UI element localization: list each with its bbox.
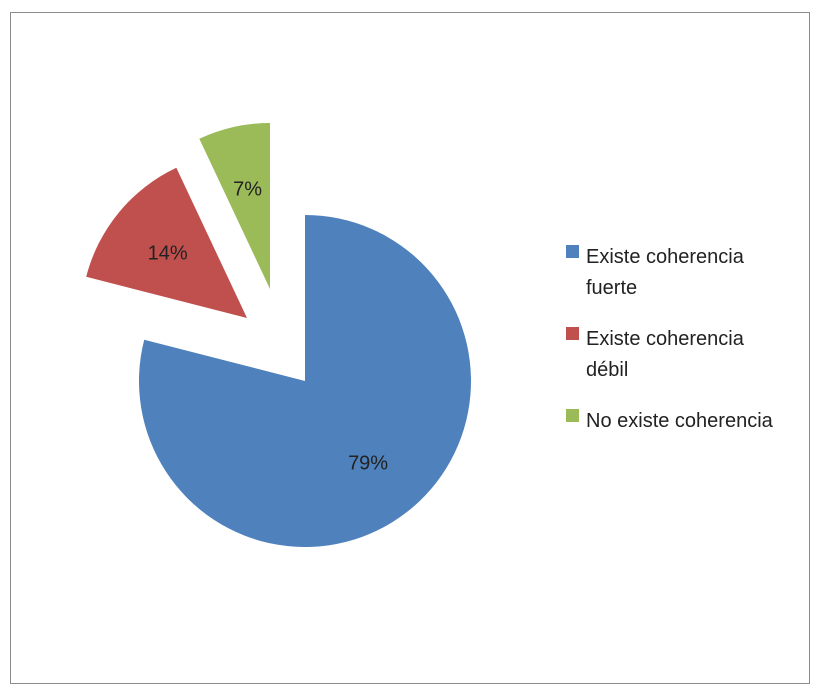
data-label-existe-coherencia-debil: 14% bbox=[148, 242, 188, 264]
pie-slice-existe-coherencia-fuerte bbox=[138, 215, 471, 547]
legend-swatch-existe-coherencia-debil bbox=[566, 327, 579, 340]
pie-slice-existe-coherencia-debil bbox=[86, 167, 247, 318]
legend-label-existe-coherencia-debil: Existe coherencia bbox=[586, 328, 745, 350]
data-label-no-existe-coherencia: 7% bbox=[233, 179, 262, 201]
pie-data-labels: 79% 14% 7% bbox=[148, 179, 389, 475]
legend-label-no-existe-coherencia: No existe coherencia bbox=[586, 410, 774, 432]
pie-slice-no-existe-coherencia bbox=[199, 123, 270, 289]
legend-swatch-no-existe-coherencia bbox=[566, 409, 579, 422]
legend-label-existe-coherencia-fuerte: Existe coherencia bbox=[586, 246, 745, 268]
data-label-existe-coherencia-fuerte: 79% bbox=[348, 452, 388, 474]
pie-slices bbox=[86, 123, 471, 547]
legend-item-existe-coherencia-fuerte: Existe coherencia fuerte bbox=[566, 245, 745, 299]
legend-item-existe-coherencia-debil: Existe coherencia débil bbox=[566, 327, 745, 381]
legend-item-no-existe-coherencia: No existe coherencia bbox=[566, 409, 774, 432]
legend-label-existe-coherencia-debil-line-2: débil bbox=[586, 359, 628, 381]
legend-swatch-existe-coherencia-fuerte bbox=[566, 245, 579, 258]
legend-label-existe-coherencia-fuerte-line-2: fuerte bbox=[586, 277, 637, 299]
